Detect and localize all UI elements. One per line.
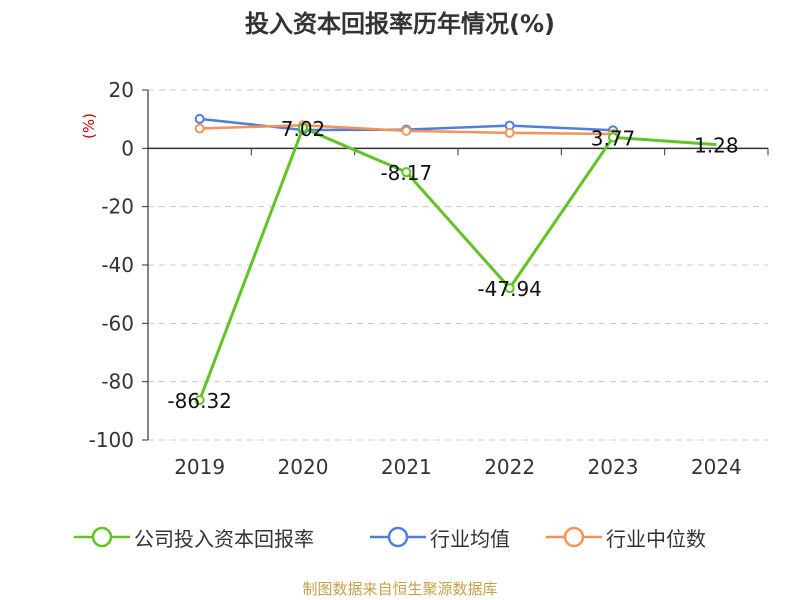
data-point-company [401,167,412,178]
legend-symbol-company [74,526,130,548]
x-tick-label: 2019 [174,455,225,479]
legend: 公司投入资本回报率 行业均值 行业中位数 [0,520,800,554]
data-point-industry-median [401,125,412,136]
legend-item-company[interactable]: 公司投入资本回报率 [74,520,314,554]
data-label: -47.94 [477,277,541,301]
y-tick-label: -40 [101,253,134,277]
legend-symbol-industry-avg [370,526,426,548]
data-label: -86.32 [167,389,231,413]
data-label: 3.77 [591,126,636,150]
x-tick-label: 2024 [691,455,742,479]
x-tick-label: 2022 [484,455,535,479]
y-tick-label: -60 [101,311,134,335]
legend-item-industry-avg[interactable]: 行业均值 [370,520,510,554]
data-point-company [504,283,515,294]
y-tick-label: -80 [101,370,134,394]
chart-canvas: 20 0 -20 -40 -60 -80 -100 2019 2020 2021 2022 2023 2… [80,78,769,479]
data-point-company [298,122,308,133]
source-footer: 制图数据来自恒生聚源数据库 [302,580,498,598]
chart-title: 投入资本回报率历年情况(%) [245,10,555,38]
data-label: 1.28 [694,134,739,158]
y-tick-label: -100 [89,428,134,452]
x-tick-label: 2023 [588,455,639,479]
data-point-industry-median [504,127,515,138]
legend-item-industry-median[interactable]: 行业中位数 [546,520,706,554]
data-point-company [608,132,618,143]
x-tick-label: 2021 [381,455,432,479]
data-point-industry-median [194,123,205,134]
legend-label-company: 公司投入资本回报率 [134,526,314,551]
y-axis-unit: (%) [80,113,98,139]
y-tick-label: -20 [101,195,134,219]
legend-label-industry-median: 行业中位数 [606,526,706,551]
data-point-company [194,395,205,406]
legend-label-industry-avg: 行业均值 [430,526,510,551]
data-label: -8.17 [380,161,432,185]
legend-symbol-industry-median [546,526,602,548]
y-tick-label: 20 [109,78,134,102]
y-tick-label: 0 [121,136,134,160]
data-label: 7.02 [281,117,326,141]
data-point-industry-avg [194,113,205,124]
x-tick-label: 2020 [278,455,329,479]
series-line-company [198,126,717,401]
